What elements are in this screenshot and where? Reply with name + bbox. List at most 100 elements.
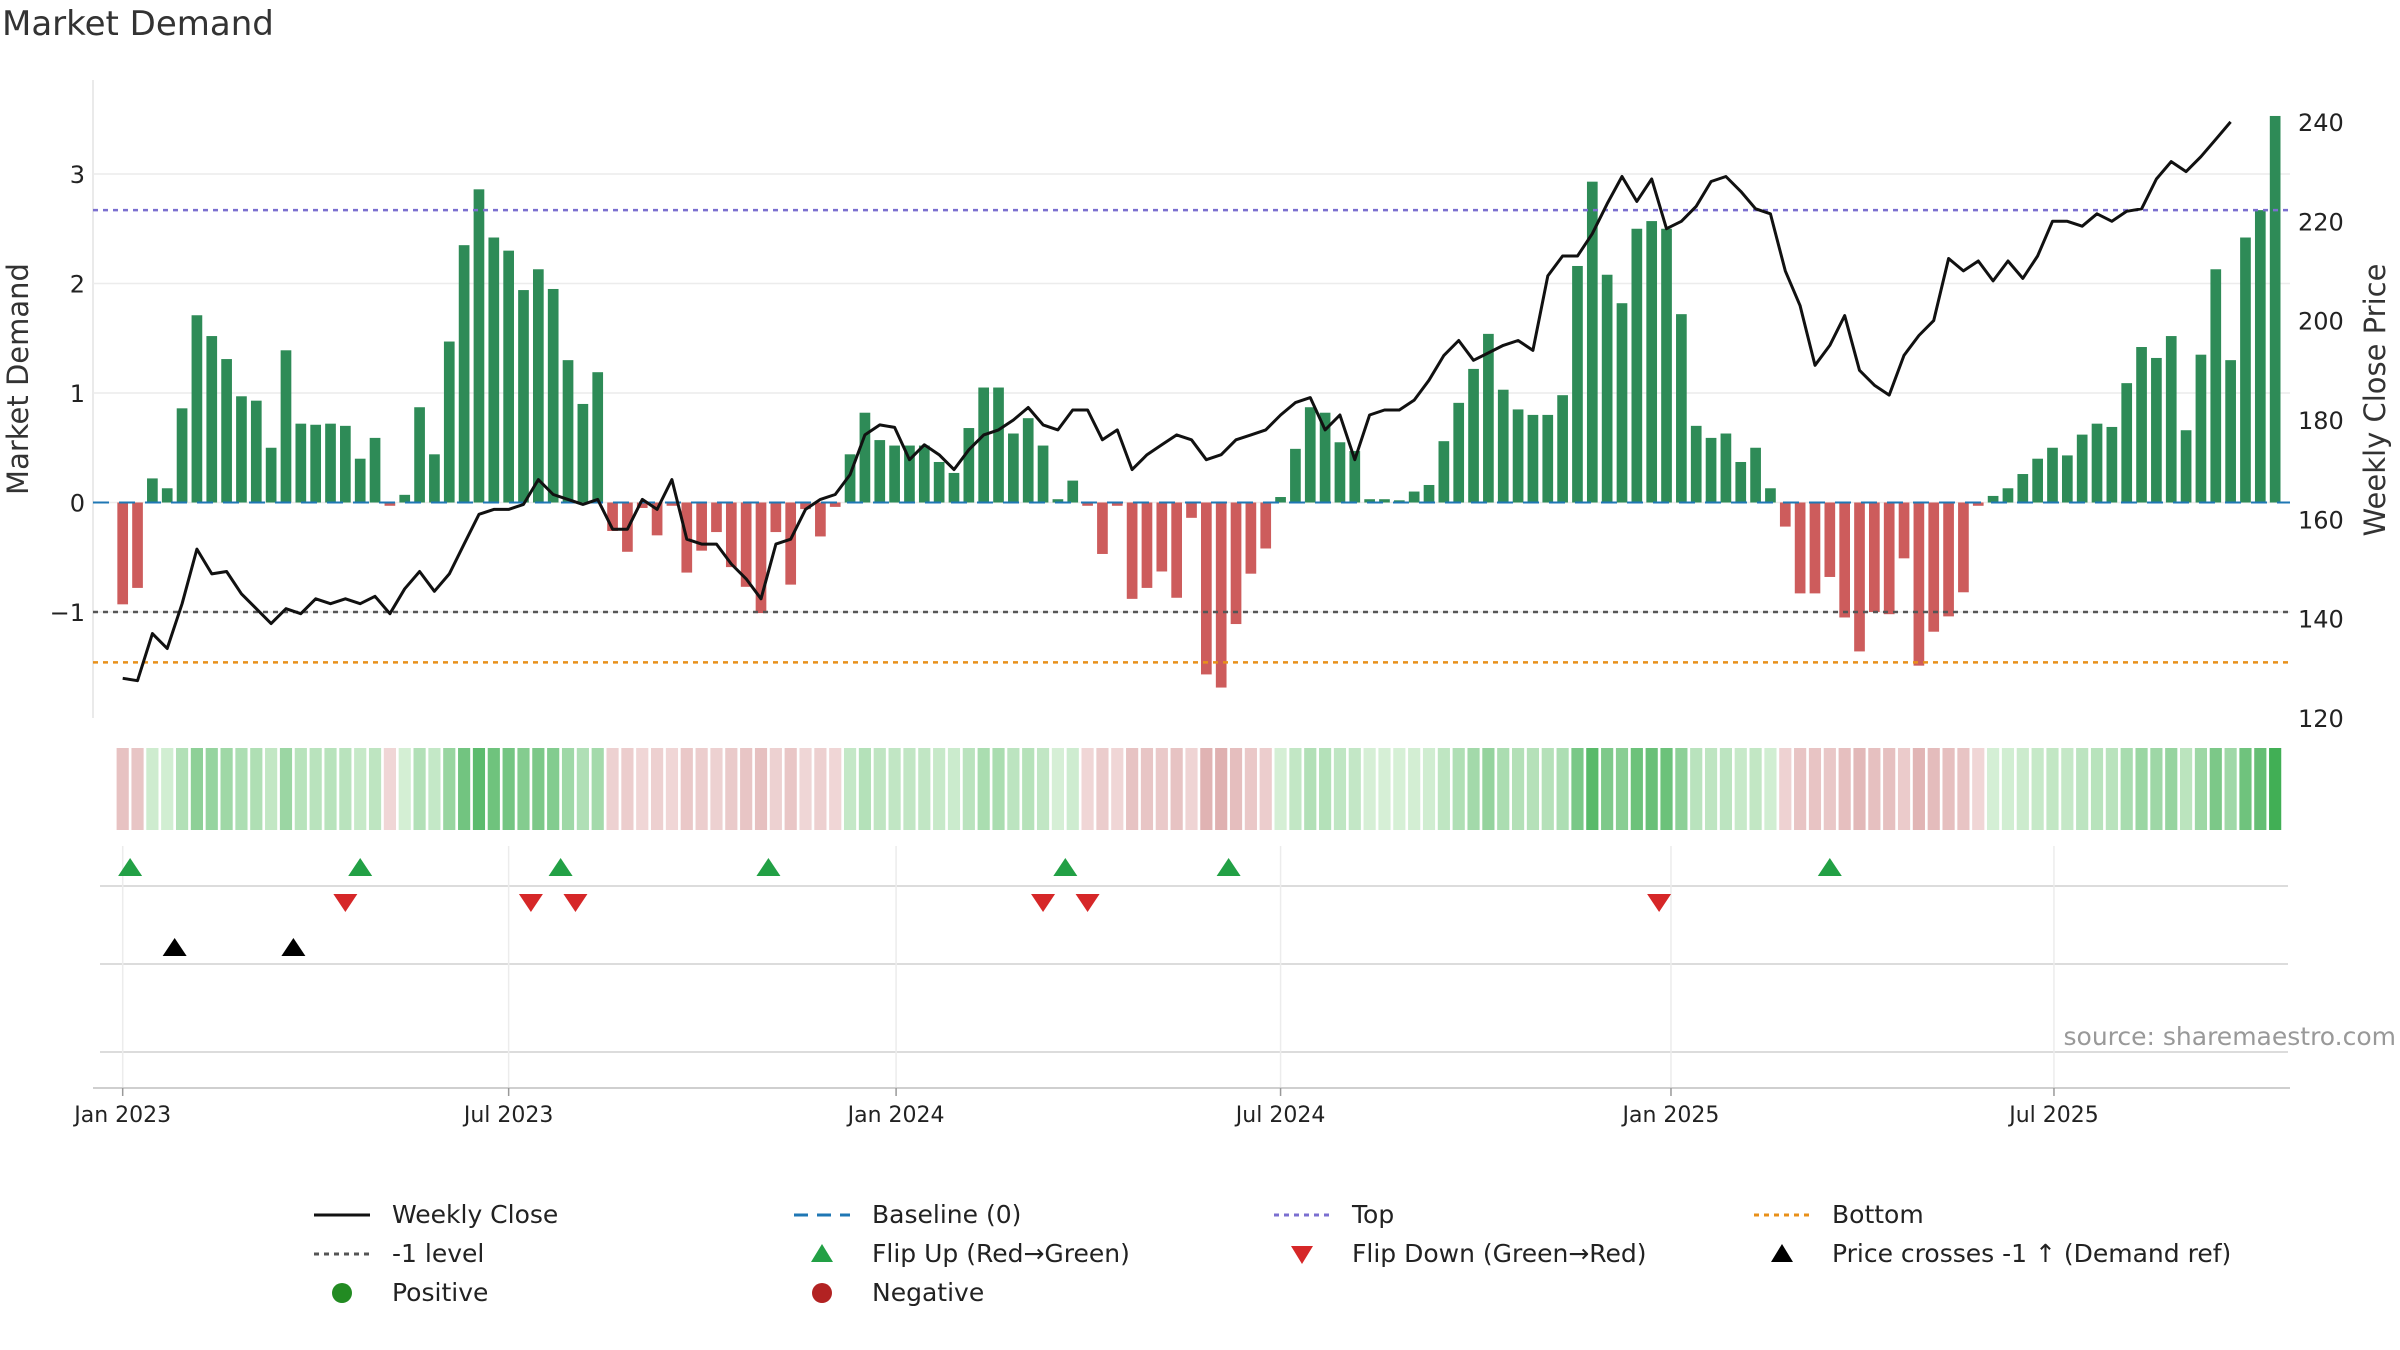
- heat-cell: [1422, 748, 1436, 830]
- heat-cell: [1467, 748, 1480, 830]
- flip-down-marker: [563, 894, 588, 912]
- heat-cell: [265, 748, 278, 830]
- heat-cell: [992, 748, 1005, 830]
- demand-bar: [740, 502, 752, 587]
- demand-bar: [1839, 502, 1851, 618]
- heat-cell: [2076, 748, 2089, 830]
- heat-cell: [1393, 748, 1406, 830]
- legend-dotted-icon: [1754, 1213, 1810, 1216]
- demand-bar: [2225, 360, 2236, 503]
- demand-bar: [206, 336, 218, 503]
- heat-cell: [1304, 748, 1317, 830]
- heat-cell: [695, 748, 708, 830]
- demand-bar: [785, 502, 797, 585]
- y-tick-label: 0: [70, 490, 85, 518]
- demand-bar: [1883, 502, 1895, 615]
- heat-cell: [1808, 748, 1822, 830]
- heat-cell: [725, 748, 738, 830]
- heat-cell: [458, 748, 471, 830]
- legend-label: Weekly Close: [392, 1200, 559, 1229]
- heat-cell: [1957, 748, 1970, 830]
- heat-cell: [1868, 748, 1881, 830]
- demand-bar: [859, 412, 871, 503]
- heat-cell: [131, 748, 144, 830]
- triangle-down-icon: [1291, 1245, 1313, 1264]
- heat-cell: [1987, 748, 2000, 830]
- demand-bar: [874, 440, 886, 503]
- demand-bar: [933, 461, 945, 503]
- heat-cell: [1333, 748, 1347, 830]
- demand-bar: [1616, 303, 1628, 503]
- heat-cell: [2165, 748, 2178, 830]
- demand-bar: [711, 502, 722, 533]
- legend-label: Top: [1352, 1200, 1395, 1229]
- demand-bar: [221, 359, 232, 503]
- heat-cell: [2120, 748, 2133, 830]
- heat-cell: [1630, 748, 1643, 830]
- heat-cell: [398, 748, 411, 830]
- x-tick-label: Jan 2024: [846, 1103, 945, 1128]
- heat-cell: [843, 748, 857, 830]
- heat-cell: [665, 748, 679, 830]
- heat-cell: [1511, 748, 1525, 830]
- heat-cell: [1408, 748, 1421, 830]
- y2-tick-label: 240: [2298, 109, 2344, 137]
- heat-cell: [1838, 748, 1851, 830]
- heat-cell: [1289, 748, 1302, 830]
- y2-tick-label: 220: [2298, 208, 2344, 236]
- demand-bar: [1215, 502, 1227, 688]
- demand-bar: [1572, 265, 1583, 503]
- heat-cell: [532, 748, 545, 830]
- y2-tick-label: 180: [2298, 407, 2344, 435]
- demand-bar: [1022, 418, 1034, 503]
- heat-cell: [279, 748, 293, 830]
- flip-down-marker: [1647, 894, 1672, 912]
- demand-bar: [2032, 458, 2043, 503]
- flip-up-marker: [1053, 858, 1078, 876]
- demand-bar: [1319, 412, 1331, 503]
- demand-bar: [607, 502, 618, 531]
- heat-cell: [294, 748, 307, 830]
- heat-cell: [1927, 748, 1940, 830]
- heat-cell: [680, 748, 693, 830]
- heat-cell: [339, 748, 352, 830]
- demand-bar: [1913, 502, 1925, 666]
- demand-bar: [1097, 502, 1108, 554]
- legend-label: Positive: [392, 1278, 489, 1307]
- demand-bar: [1601, 274, 1613, 503]
- demand-bar: [1646, 221, 1658, 503]
- heat-cell: [1244, 748, 1257, 830]
- heat-cell: [636, 748, 649, 830]
- heat-cell: [1007, 748, 1020, 830]
- heat-cell: [1497, 748, 1510, 830]
- heat-cell: [1972, 748, 1985, 830]
- heat-cell: [799, 748, 812, 830]
- demand-bar: [1408, 491, 1420, 503]
- heat-cell: [1541, 748, 1554, 830]
- demand-bar: [1735, 461, 1747, 503]
- demand-bar: [161, 488, 173, 503]
- heat-cell: [1348, 748, 1361, 830]
- heat-cell: [888, 748, 901, 830]
- heat-cell: [2224, 748, 2237, 830]
- demand-bar: [1676, 314, 1687, 503]
- y-tick-label: 3: [70, 161, 85, 189]
- demand-bar: [725, 502, 737, 568]
- demand-bar: [2165, 336, 2177, 503]
- demand-bar: [2047, 447, 2058, 503]
- demand-bar: [1230, 502, 1242, 625]
- legend-item-top: Top: [1270, 1200, 1394, 1229]
- heat-cell: [621, 748, 634, 830]
- demand-bar: [2136, 347, 2147, 503]
- heat-cell: [2150, 748, 2163, 830]
- circle-icon: [332, 1282, 352, 1303]
- heat-cell: [1126, 748, 1139, 830]
- heat-cell: [368, 748, 382, 830]
- demand-bar: [1497, 389, 1509, 503]
- demand-bar: [636, 502, 648, 508]
- heat-cell: [740, 748, 753, 830]
- demand-bar: [1512, 409, 1524, 503]
- y-tick-label: 1: [70, 380, 85, 408]
- demand-bar: [889, 445, 900, 503]
- heat-cell: [250, 748, 263, 830]
